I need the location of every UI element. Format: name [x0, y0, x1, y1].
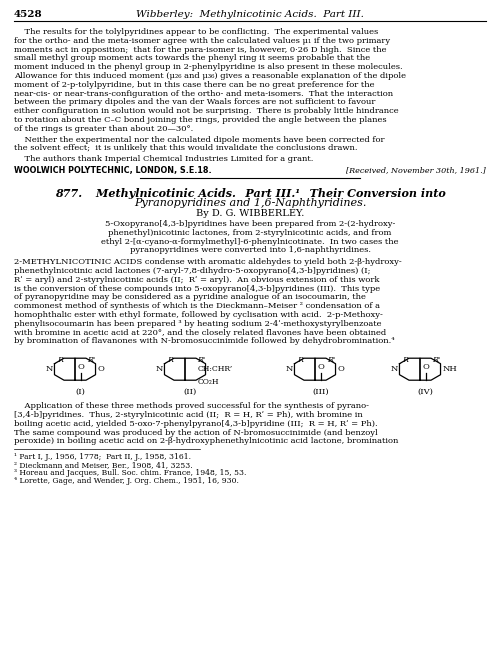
Text: phenethylnicotinic acid lactones (7-aryl-7,8-dihydro-5-oxopyrano[4,3-b]pyridines: phenethylnicotinic acid lactones (7-aryl…	[14, 267, 370, 275]
Text: R': R'	[197, 356, 205, 364]
Text: [3,4-b]pyridines.  Thus, 2-styrylnicotinic acid (II;  R = H, Rʹ = Ph), with brom: [3,4-b]pyridines. Thus, 2-styrylnicotini…	[14, 411, 363, 419]
Text: O: O	[338, 365, 344, 373]
Text: R: R	[402, 356, 408, 364]
Text: O: O	[422, 364, 429, 371]
Text: Neither the experimental nor the calculated dipole moments have been corrected f: Neither the experimental nor the calcula…	[14, 136, 384, 143]
Text: 4528: 4528	[14, 10, 42, 19]
Text: moments act in opposition;  that for the para-isomer is, however, 0·26 D high.  : moments act in opposition; that for the …	[14, 46, 386, 54]
Text: R: R	[57, 356, 63, 364]
Text: O: O	[317, 364, 324, 371]
Text: N: N	[285, 365, 292, 373]
Text: Wibberley:  Methylnicotinic Acids.  Part III.: Wibberley: Methylnicotinic Acids. Part I…	[136, 10, 364, 19]
Text: CH:CHR’: CH:CHR’	[198, 365, 233, 373]
Text: R': R'	[432, 356, 440, 364]
Text: homophthalic ester with ethyl formate, followed by cyclisation with acid.  2-p-M: homophthalic ester with ethyl formate, f…	[14, 311, 383, 319]
Text: of the rings is greater than about 20—30°.: of the rings is greater than about 20—30…	[14, 125, 193, 133]
Text: N: N	[390, 365, 398, 373]
Text: 2-METHYLNICOTINIC ACIDS condense with aromatic aldehydes to yield both 2-β-hydro: 2-METHYLNICOTINIC ACIDS condense with ar…	[14, 258, 402, 266]
Text: O: O	[98, 365, 104, 373]
Text: Pyranopyridines and 1,6-Naphthyridines.: Pyranopyridines and 1,6-Naphthyridines.	[134, 198, 366, 208]
Text: near-cis- or near-trans-configuration of the ortho- and meta-isomers.  That the : near-cis- or near-trans-configuration of…	[14, 90, 393, 98]
Text: (II): (II)	[184, 388, 197, 396]
Text: By D. G. WIBBERLEY.: By D. G. WIBBERLEY.	[196, 209, 304, 218]
Text: ⁴ Lorette, Gage, and Wender, J. Org. Chem., 1951, 16, 930.: ⁴ Lorette, Gage, and Wender, J. Org. Che…	[14, 477, 239, 485]
Text: to rotation about the C–C bond joining the rings, provided the angle between the: to rotation about the C–C bond joining t…	[14, 116, 386, 124]
Text: boiling acetic acid, yielded 5-oxo-7-phenylpyrano[4,3-b]pyridine (III;  R = H, R: boiling acetic acid, yielded 5-oxo-7-phe…	[14, 420, 378, 428]
Text: of pyranopyridine may be considered as a pyridine analogue of an isocoumarin, th: of pyranopyridine may be considered as a…	[14, 293, 366, 301]
Text: N: N	[155, 365, 162, 373]
Text: between the primary dipoles and the van der Waals forces are not sufficient to f: between the primary dipoles and the van …	[14, 98, 376, 106]
Text: Rʹ = aryl) and 2-styrylnicotinic acids (II;  Rʹ = aryl).  An obvious extension o: Rʹ = aryl) and 2-styrylnicotinic acids (…	[14, 276, 380, 284]
Text: small methyl group moment acts towards the phenyl ring it seems probable that th: small methyl group moment acts towards t…	[14, 54, 370, 62]
Text: WOOLWICH POLYTECHNIC, LONDON, S.E.18.: WOOLWICH POLYTECHNIC, LONDON, S.E.18.	[14, 166, 211, 175]
Text: The same compound was produced by the action of N-bromosuccinimide (and benzoyl: The same compound was produced by the ac…	[14, 428, 378, 437]
Text: ethyl 2-[α-cyano-α-formylmethyl]-6-phenylnicotinate.  In two cases the: ethyl 2-[α-cyano-α-formylmethyl]-6-pheny…	[101, 238, 399, 246]
Text: phenethyl)nicotinic lactones, from 2-styrylnicotinic acids, and from: phenethyl)nicotinic lactones, from 2-sty…	[108, 229, 392, 237]
Text: ¹ Part I, J., 1956, 1778;  Part II, J., 1958, 3161.: ¹ Part I, J., 1956, 1778; Part II, J., 1…	[14, 453, 191, 461]
Text: (I): (I)	[76, 388, 86, 396]
Text: N: N	[45, 365, 52, 373]
Text: peroxide) in boiling acetic acid on 2-β-hydroxyphenethylnicotinic acid lactone, : peroxide) in boiling acetic acid on 2-β-…	[14, 438, 398, 445]
Text: pyranopyridines were converted into 1,6-naphthyridines.: pyranopyridines were converted into 1,6-…	[130, 246, 370, 254]
Text: The authors thank Imperial Chemical Industries Limited for a grant.: The authors thank Imperial Chemical Indu…	[14, 155, 314, 163]
Text: for the ortho- and the meta-isomer agree with the calculated values μ₁ if the tw: for the ortho- and the meta-isomer agree…	[14, 37, 390, 45]
Text: phenylisocoumarin has been prepared ³ by heating sodium 2-4ʹ-methoxystyrylbenzoa: phenylisocoumarin has been prepared ³ by…	[14, 320, 382, 328]
Text: commonest method of synthesis of which is the Dieckmann–Meiser ² condensation of: commonest method of synthesis of which i…	[14, 302, 380, 310]
Text: R: R	[297, 356, 303, 364]
Text: 877.    Methylnicotinic Acids.  Part III.¹  Their Conversion into: 877. Methylnicotinic Acids. Part III.¹ T…	[54, 188, 446, 199]
Text: Application of these three methods proved successful for the synthesis of pyrano: Application of these three methods prove…	[14, 402, 369, 410]
Text: Allowance for this induced moment (μ₂₆ and μ₃₆) gives a reasonable explanation o: Allowance for this induced moment (μ₂₆ a…	[14, 72, 406, 80]
Text: ³ Horeau and Jacques, Bull. Soc. chim. France, 1948, 15, 53.: ³ Horeau and Jacques, Bull. Soc. chim. F…	[14, 469, 246, 477]
Text: R': R'	[327, 356, 335, 364]
Text: R': R'	[87, 356, 95, 364]
Text: O: O	[77, 364, 84, 371]
Text: ² Dieckmann and Meiser, Ber., 1908, 41, 3253.: ² Dieckmann and Meiser, Ber., 1908, 41, …	[14, 461, 192, 469]
Text: [Received, November 30th, 1961.]: [Received, November 30th, 1961.]	[346, 166, 486, 174]
Text: moment induced in the phenyl group in 2-phenylpyridine is also present in these : moment induced in the phenyl group in 2-…	[14, 63, 402, 71]
Text: CO₂H: CO₂H	[198, 378, 220, 386]
Text: is the conversion of these compounds into 5-oxopyrano[4,3-b]pyridines (III).  Th: is the conversion of these compounds int…	[14, 285, 380, 293]
Text: by bromination of flavanones with N-bromosuccinimide followed by dehydrobrominat: by bromination of flavanones with N-brom…	[14, 337, 394, 345]
Text: The results for the tolylpyridines appear to be conflicting.  The experimental v: The results for the tolylpyridines appea…	[14, 28, 378, 36]
Text: NH: NH	[442, 365, 458, 373]
Text: (III): (III)	[312, 388, 329, 396]
Text: with bromine in acetic acid at 220°, and the closely related flavones have been : with bromine in acetic acid at 220°, and…	[14, 329, 386, 337]
Text: 5-Oxopyrano[4,3-b]pyridines have been prepared from 2-(2-hydroxy-: 5-Oxopyrano[4,3-b]pyridines have been pr…	[105, 220, 395, 228]
Text: (IV): (IV)	[418, 388, 434, 396]
Text: R: R	[167, 356, 173, 364]
Text: the solvent effect;  it is unlikely that this would invalidate the conclusions d: the solvent effect; it is unlikely that …	[14, 144, 358, 153]
Text: moment of 2-p-tolylpyridine, but in this case there can be no great preference f: moment of 2-p-tolylpyridine, but in this…	[14, 81, 374, 89]
Text: either configuration in solution would not be surprising.  There is probably lit: either configuration in solution would n…	[14, 107, 398, 115]
